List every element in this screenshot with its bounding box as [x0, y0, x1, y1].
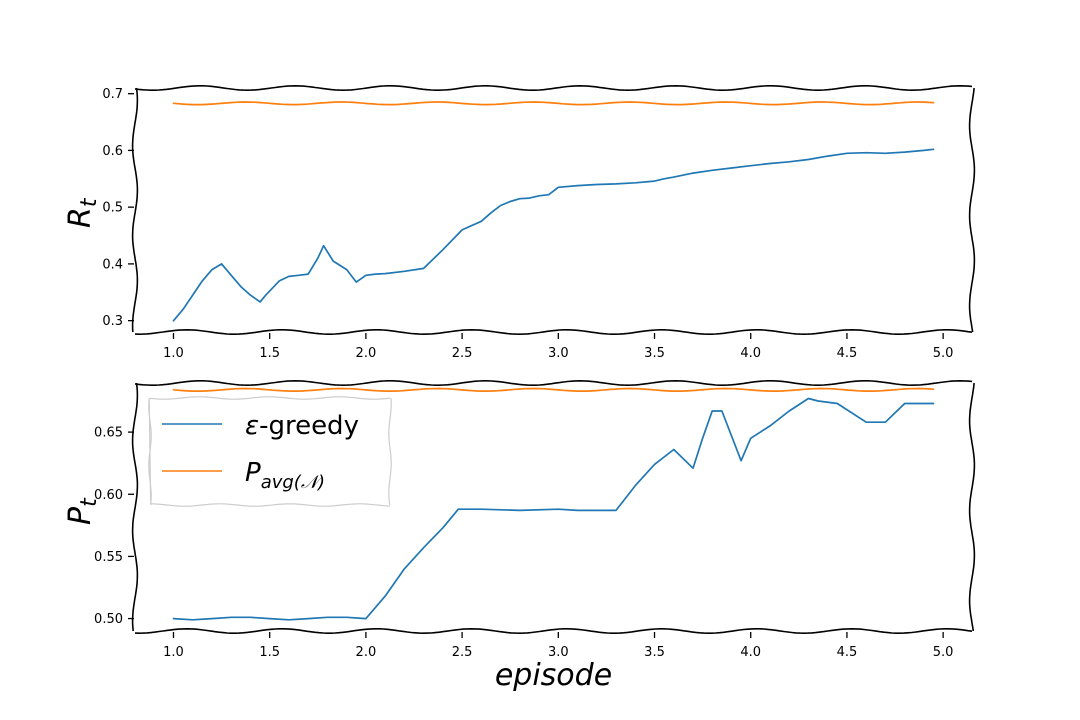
- bottom-chart-xtick-label: 5.0: [933, 645, 954, 660]
- top-chart-xtick-label: 1.5: [259, 346, 280, 361]
- top-chart-frame: [131, 84, 976, 336]
- top-chart-series-pavg: [172, 101, 935, 106]
- bottom-chart-series-greedy: [172, 397, 935, 621]
- bottom-chart-xtick-label: 3.5: [644, 645, 665, 660]
- top-chart-series-greedy: [172, 148, 935, 322]
- top-chart-xtick-label: 5.0: [933, 346, 954, 361]
- top-chart-ytick-label: 0.5: [102, 201, 123, 216]
- bottom-chart-ytick-label: 0.65: [94, 426, 123, 441]
- top-chart: 1.0 1.5 2.0 2.5 3.0 3.5 4.0 4.5 5.0 0.3 0.4 0.5 0.6 0…: [63, 84, 976, 361]
- bottom-chart-xlabel: episode: [495, 658, 612, 693]
- top-chart-xtick-label: 4.0: [740, 346, 761, 361]
- bottom-chart-xtick-label: 4.5: [837, 645, 858, 660]
- bottom-chart-series-pavg: [172, 387, 935, 392]
- top-chart-xtick-label: 3.0: [548, 346, 569, 361]
- top-chart-ytick-label: 0.4: [102, 257, 123, 272]
- top-chart-ytick-label: 0.7: [102, 87, 123, 102]
- legend-greedy-label: ε-greedy: [245, 411, 359, 441]
- legend-pavg-sub: avg(𝒩): [261, 472, 325, 493]
- top-chart-xtick-label: 2.0: [356, 346, 377, 361]
- bottom-chart-xtick-label: 1.5: [259, 645, 280, 660]
- bottom-chart-series: [172, 387, 935, 621]
- legend-greedy-text: -greedy: [259, 411, 359, 441]
- top-chart-ticks: 1.0 1.5 2.0 2.5 3.0 3.5 4.0 4.5 5.0 0.3 0.4 0.5 0.6 0…: [102, 87, 953, 361]
- bottom-chart: 1.0 1.5 2.0 2.5 3.0 3.5 4.0 4.5 5.0 0.50 0.55 0.60 0…: [63, 379, 976, 693]
- legend-box: [148, 396, 392, 507]
- top-chart-xtick-label: 2.5: [452, 346, 473, 361]
- top-chart-xtick-label: 3.5: [644, 346, 665, 361]
- top-chart-series: [172, 101, 935, 322]
- bottom-chart-ylabel: Pt: [63, 497, 102, 525]
- legend-pavg-label: Pavg(𝒩): [245, 458, 325, 493]
- bottom-chart-xtick-label: 2.5: [452, 645, 473, 660]
- top-chart-ytick-label: 0.3: [102, 314, 123, 329]
- bottom-chart-ylabel-main: P: [63, 506, 98, 525]
- bottom-chart-ytick-label: 0.55: [94, 550, 123, 565]
- bottom-chart-ylabel-sub: t: [77, 497, 102, 507]
- bottom-chart-ytick-label: 0.60: [94, 488, 123, 503]
- bottom-chart-ytick-label: 0.50: [94, 612, 123, 627]
- bottom-chart-xtick-label: 2.0: [356, 645, 377, 660]
- legend: ε-greedy Pavg(𝒩): [148, 396, 392, 507]
- bottom-chart-xtick-label: 1.0: [163, 645, 184, 660]
- bottom-chart-xtick-label: 4.0: [740, 645, 761, 660]
- bottom-chart-frame: [131, 379, 976, 635]
- bottom-chart-xtick-label: 3.0: [548, 645, 569, 660]
- top-chart-ylabel-main: R: [63, 207, 98, 228]
- legend-epsilon-symbol: ε: [245, 411, 259, 441]
- top-chart-xtick-label: 4.5: [837, 346, 858, 361]
- top-chart-ylabel: Rt: [63, 197, 102, 228]
- bottom-chart-ticks: 1.0 1.5 2.0 2.5 3.0 3.5 4.0 4.5 5.0 0.50 0.55 0.60 0…: [94, 426, 953, 660]
- top-chart-ytick-label: 0.6: [102, 144, 123, 159]
- legend-pavg-main: P: [245, 458, 261, 488]
- top-chart-ylabel-sub: t: [77, 197, 102, 207]
- top-chart-xtick-label: 1.0: [163, 346, 184, 361]
